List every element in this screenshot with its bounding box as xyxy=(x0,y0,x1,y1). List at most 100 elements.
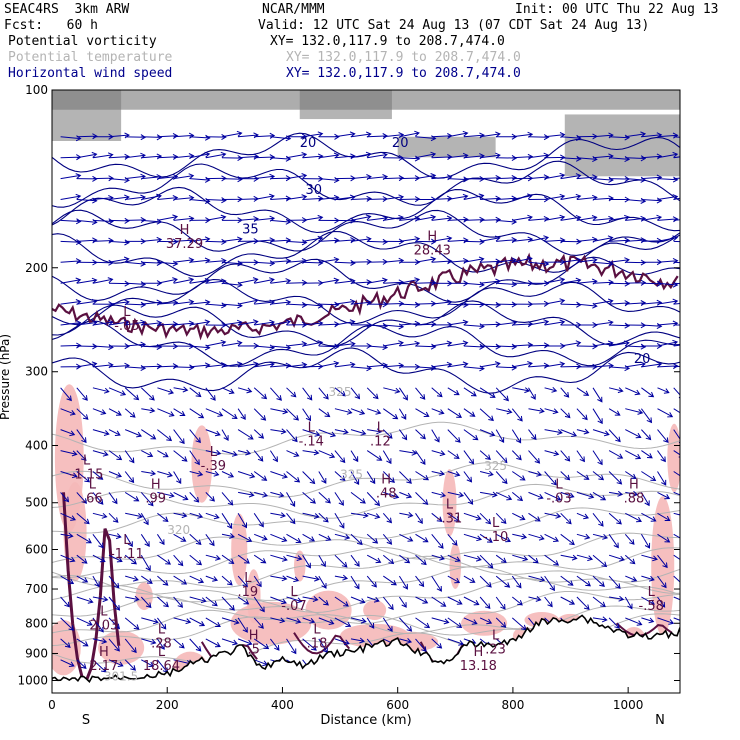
wind-vector-597 xyxy=(253,450,264,462)
wind-vector-488 xyxy=(383,387,401,394)
wind-vector-741 xyxy=(60,532,74,539)
wind-vector-482 xyxy=(286,387,297,398)
wind-vector-861 xyxy=(108,596,121,611)
wind-vector-827 xyxy=(189,575,205,584)
wind-vector-866 xyxy=(189,596,207,604)
pv-fill-5 xyxy=(230,601,312,645)
wind-vector-627 xyxy=(108,471,122,478)
wind-vector-872 xyxy=(286,596,303,604)
wind-vector-142 xyxy=(463,193,485,200)
wind-vector-406 xyxy=(318,343,340,350)
wind-vector-566 xyxy=(382,429,393,439)
wind-vector-544 xyxy=(657,408,674,418)
wind-vector-907 xyxy=(221,617,240,625)
wind-vector-762 xyxy=(399,533,414,542)
wind-vector-459 xyxy=(544,361,566,368)
wind-vector-216 xyxy=(399,236,421,243)
wind-vector-822 xyxy=(108,575,120,589)
wind-vector-592 xyxy=(173,450,188,462)
wind-vector-879 xyxy=(398,596,407,608)
wind-vector-176 xyxy=(383,214,404,221)
wind-vector-868 xyxy=(221,596,235,611)
field-xy-theta: XY= 132.0,117.9 to 208.7,474.0 xyxy=(286,50,521,65)
wind-vector-864 xyxy=(157,596,169,608)
wind-vector-938 xyxy=(108,638,120,652)
field-xy-pv: XY= 132.0,117.9 to 208.7,474.0 xyxy=(270,34,505,49)
theta-contour-370 xyxy=(52,483,680,519)
wind-vector-679 xyxy=(318,492,331,504)
wind-vector-706 xyxy=(125,512,144,519)
wind-vector-656 xyxy=(576,471,590,480)
wind-vector-479 xyxy=(237,387,253,394)
wind-vector-719 xyxy=(334,513,345,529)
wind-vector-193 xyxy=(657,216,679,223)
wind-vector-730 xyxy=(512,512,526,521)
wind-vector-225 xyxy=(544,237,566,244)
wind-vector-118 xyxy=(76,197,98,204)
wind-vector-536 xyxy=(528,407,545,414)
pv-extremum-type-10: L xyxy=(244,571,252,586)
wind-vector-41 xyxy=(92,152,114,159)
wind-vector-588 xyxy=(108,450,123,461)
pv-extremum-type-4: L xyxy=(492,516,500,531)
wind-vector-347 xyxy=(625,300,647,307)
wind-vector-435 xyxy=(157,363,179,370)
wind-vector-675 xyxy=(254,491,269,498)
wind-vector-layer xyxy=(60,130,680,674)
wind-vector-606 xyxy=(399,449,418,456)
wind-vector-57 xyxy=(350,151,372,159)
wind-vector-893 xyxy=(624,596,633,610)
wind-vector-135 xyxy=(350,195,372,202)
wind-vector-384 xyxy=(592,319,614,326)
wind-vector-641 xyxy=(334,471,346,482)
wind-vector-259 xyxy=(463,256,485,263)
wind-vector-707 xyxy=(140,513,149,526)
wind-vector-182 xyxy=(480,216,502,223)
wind-vector-221 xyxy=(480,235,501,242)
wind-vector-734 xyxy=(576,512,589,520)
wind-vector-565 xyxy=(367,428,382,435)
wind-vector-850 xyxy=(560,575,574,586)
wind-vector-416 xyxy=(480,343,502,350)
pv-extremum-value-24: -1.15 xyxy=(70,468,104,483)
wind-vector-198 xyxy=(108,239,130,246)
wind-vector-692 xyxy=(528,491,544,500)
pv-extremum-value-11: -.07 xyxy=(281,599,306,614)
wind-vector-224 xyxy=(528,235,550,242)
wind-vector-637 xyxy=(270,471,288,479)
theta-contour-350 xyxy=(52,532,680,563)
wind-vector-736 xyxy=(608,512,622,525)
wind-vector-126 xyxy=(205,197,227,204)
wind-vector-512 xyxy=(141,407,156,414)
wind-vector-440 xyxy=(238,361,259,368)
pv-extremum-value-21: 28.43 xyxy=(414,244,451,259)
wind-vector-774 xyxy=(592,533,609,540)
pv-extremum-type-20: H xyxy=(249,628,259,643)
wind-vector-546 xyxy=(60,429,76,437)
pv-extremum-value-14: .18 xyxy=(307,637,328,652)
wind-label-1: 20 xyxy=(392,136,409,151)
wind-vector-862 xyxy=(125,595,140,602)
wind-vector-108 xyxy=(544,172,566,180)
wind-vector-190 xyxy=(609,214,630,221)
wind-vector-564 xyxy=(350,429,367,436)
wind-vector-249 xyxy=(302,259,324,266)
wind-vector-852 xyxy=(592,575,605,587)
wind-vector-806 xyxy=(479,554,494,569)
model-title: SEAC4RS 3km ARW xyxy=(4,2,130,17)
wind-vector-236 xyxy=(92,259,114,266)
pv-extremum-value-9: -1.11 xyxy=(110,547,144,562)
wind-vector-936 xyxy=(76,638,89,647)
wind-vector-532 xyxy=(463,408,476,417)
wind-vector-632 xyxy=(189,470,204,477)
pv-extremum-type-12: L xyxy=(100,605,108,620)
wind-vector-688 xyxy=(463,492,474,505)
wind-vector-132 xyxy=(302,195,324,202)
wind-vector-321 xyxy=(205,302,227,309)
wind-vector-591 xyxy=(157,450,169,458)
wind-vector-731 xyxy=(528,512,541,522)
pv-fill-8 xyxy=(442,469,457,537)
wind-vector-923 xyxy=(479,617,493,625)
wind-vector-666 xyxy=(108,492,118,505)
